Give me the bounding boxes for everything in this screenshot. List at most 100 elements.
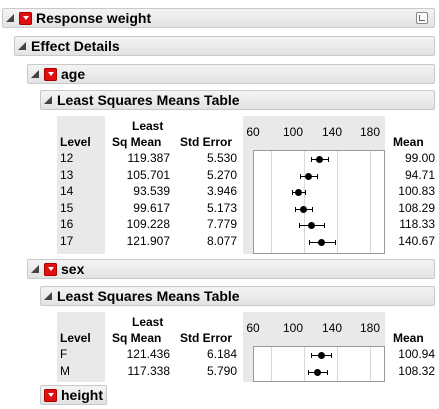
lsm-cell: 109.228: [126, 217, 170, 231]
collapse-triangle-icon[interactable]: [6, 14, 14, 22]
std-error-cell: 6.184: [206, 347, 237, 361]
error-bar-cap: [299, 173, 301, 179]
level-header: Level: [60, 331, 91, 345]
collapse-triangle-icon[interactable]: [44, 292, 52, 300]
level-column-bg: [57, 116, 105, 254]
red-triangle-menu-icon[interactable]: [44, 388, 57, 402]
level-cell: 17: [60, 233, 74, 248]
lsm-cell: 117.338: [127, 363, 171, 378]
level-cell: 15: [60, 200, 74, 215]
std-error-cell: 5.270: [206, 167, 237, 182]
mean-cell: 100.83: [398, 184, 435, 198]
mean-cell: 108.29: [398, 200, 435, 215]
error-bar-cap: [311, 206, 313, 212]
gridline: [336, 347, 338, 381]
axis-tick-label: 140: [321, 125, 343, 139]
lsm-point: [307, 222, 315, 230]
gridline: [303, 151, 305, 253]
error-bar-cap: [327, 369, 329, 375]
gridline: [369, 151, 371, 253]
axis-tick-label: 180: [359, 321, 381, 335]
mean-cell: 118.33: [399, 217, 435, 231]
collapse-triangle-icon[interactable]: [31, 70, 39, 78]
error-bar-cap: [308, 369, 310, 375]
axis-tick-label: 100: [282, 125, 304, 139]
red-triangle-menu-icon[interactable]: [44, 262, 57, 276]
std-error-cell: 5.790: [206, 363, 237, 378]
response-weight-title: Response weight: [36, 10, 152, 26]
std-error-header: Std Error: [180, 331, 233, 345]
collapse-triangle-icon[interactable]: [44, 96, 52, 104]
level-column-bg: [57, 312, 105, 382]
close-panel-icon[interactable]: [416, 12, 428, 24]
error-bar-cap: [310, 157, 312, 163]
sex-title: sex: [61, 261, 85, 277]
lsm-table-title: Least Squares Means Table: [57, 288, 240, 304]
level-cell: F: [60, 347, 68, 361]
lsm-table-header-sex[interactable]: Least Squares Means Table: [40, 286, 435, 306]
effect-details-title: Effect Details: [31, 38, 120, 54]
axis-tick-label: 100: [282, 321, 304, 335]
gridline: [336, 151, 338, 253]
mean-cell: 140.67: [398, 233, 435, 248]
error-bar-cap: [328, 157, 330, 163]
level-cell: 13: [60, 167, 74, 182]
gridline: [369, 347, 371, 381]
lsm-table-header-age[interactable]: Least Squares Means Table: [40, 90, 435, 110]
mean-header: Mean: [393, 331, 424, 345]
red-triangle-menu-icon[interactable]: [44, 67, 57, 81]
error-bar-cap: [334, 239, 336, 245]
level-header: Level: [60, 135, 91, 149]
level-cell: 12: [60, 151, 74, 165]
error-bar-cap: [308, 239, 310, 245]
axis-tick-label: 140: [321, 321, 343, 335]
error-bar-cap: [323, 223, 325, 229]
lsm-header-line2: Sq Mean: [112, 331, 162, 345]
error-bar-cap: [298, 223, 300, 229]
gridline: [270, 347, 272, 381]
lsm-header-line1: Least: [132, 315, 164, 329]
lsm-point: [299, 205, 307, 213]
axis-tick-label: 60: [246, 125, 260, 139]
collapse-triangle-icon[interactable]: [18, 42, 26, 50]
std-error-header: Std Error: [180, 135, 233, 149]
lsm-table-title: Least Squares Means Table: [57, 92, 240, 108]
lsm-plot-sex: [253, 346, 385, 382]
sex-header[interactable]: sex: [27, 259, 435, 279]
axis-tick-label: 60: [246, 321, 260, 335]
lsm-header-line2: Sq Mean: [112, 135, 162, 149]
mean-cell: 108.32: [398, 363, 435, 378]
std-error-cell: 5.530: [206, 151, 237, 165]
error-bar-cap: [294, 206, 296, 212]
lsm-point: [304, 172, 312, 180]
lsm-table-age: Level Least Sq Mean Std Error Mean 60 10…: [57, 116, 435, 254]
std-error-cell: 7.779: [206, 217, 237, 231]
lsm-plot-age: [253, 150, 385, 254]
lsm-point: [318, 238, 326, 246]
gridline: [303, 347, 305, 381]
response-weight-header[interactable]: Response weight: [2, 8, 435, 28]
lsm-cell: 121.907: [126, 233, 170, 248]
level-cell: 14: [60, 184, 74, 198]
effect-details-header[interactable]: Effect Details: [14, 36, 435, 56]
level-cell: 16: [60, 217, 74, 231]
mean-cell: 94.71: [404, 167, 435, 182]
mean-header: Mean: [393, 135, 424, 149]
gridline: [270, 151, 272, 253]
red-triangle-menu-icon[interactable]: [19, 11, 32, 25]
lsm-point: [315, 156, 323, 164]
height-header[interactable]: height: [40, 385, 107, 405]
std-error-cell: 5.173: [206, 200, 237, 215]
lsm-point: [294, 189, 302, 197]
age-header[interactable]: age: [27, 64, 435, 84]
lsm-cell: 93.539: [133, 184, 170, 198]
error-bar-cap: [316, 173, 318, 179]
collapse-triangle-icon[interactable]: [31, 265, 39, 273]
age-title: age: [61, 66, 86, 82]
mean-cell: 100.94: [398, 347, 435, 361]
error-bar-cap: [311, 353, 313, 359]
lsm-point: [314, 368, 322, 376]
error-bar-cap: [304, 190, 306, 196]
std-error-cell: 3.946: [206, 184, 237, 198]
height-title: height: [61, 387, 103, 403]
